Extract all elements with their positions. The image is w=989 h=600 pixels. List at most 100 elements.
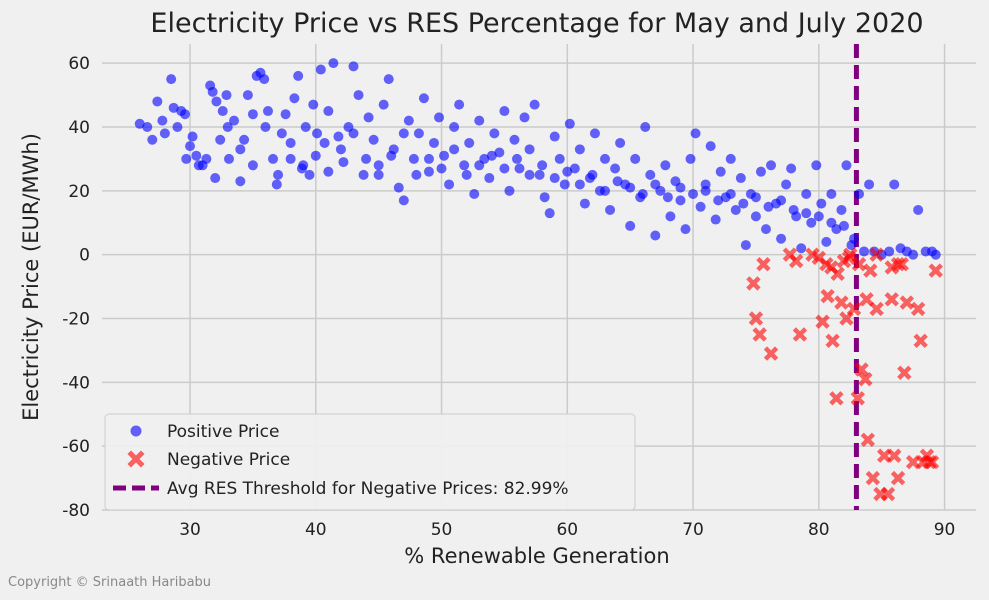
negative-price-point	[820, 288, 835, 304]
positive-price-point	[788, 204, 799, 215]
legend-box	[104, 413, 636, 511]
negative-price-point	[763, 346, 779, 361]
x-tick-label: 90	[934, 520, 956, 540]
positive-price-point	[559, 179, 570, 190]
positive-price-point	[690, 128, 701, 139]
positive-price-point	[333, 131, 344, 142]
positive-price-point	[268, 153, 279, 164]
negative-price-points	[746, 247, 943, 502]
positive-price-point	[271, 179, 282, 190]
negative-price-point	[924, 454, 940, 470]
positive-price-point	[335, 144, 346, 155]
positive-price-point	[157, 115, 168, 126]
positive-price-point	[444, 179, 455, 190]
positive-price-point	[786, 163, 797, 174]
positive-price-point	[328, 58, 339, 69]
negative-price-point	[746, 276, 761, 291]
negative-price-point	[859, 292, 874, 307]
y-tick-label: 40	[68, 118, 90, 138]
positive-price-point	[262, 106, 273, 117]
positive-price-point	[534, 169, 545, 180]
negative-price-point	[913, 333, 928, 349]
positive-price-point	[680, 224, 691, 235]
positive-price-point	[781, 179, 792, 190]
positive-price-point	[338, 157, 349, 168]
positive-price-point	[750, 192, 761, 203]
positive-price-point	[569, 163, 580, 174]
positive-price-point	[650, 179, 661, 190]
positive-price-point	[766, 160, 777, 171]
y-tick-label: -80	[62, 501, 90, 521]
negative-price-point	[887, 448, 902, 463]
negative-price-point	[869, 247, 884, 262]
positive-price-point	[625, 182, 636, 193]
positive-price-point	[293, 70, 304, 81]
x-tick-label: 80	[808, 520, 830, 540]
positive-price-point	[630, 153, 641, 164]
positive-price-point	[610, 163, 621, 174]
positive-price-point	[191, 150, 202, 161]
negative-price-point	[834, 295, 849, 310]
legend-marker-negative	[127, 450, 145, 468]
positive-price-point	[529, 99, 540, 110]
positive-price-point	[239, 134, 250, 145]
positive-price-point	[755, 166, 766, 177]
positive-price-point	[554, 153, 565, 164]
positive-price-point	[411, 169, 422, 180]
negative-price-point	[829, 391, 844, 406]
positive-price-point	[738, 198, 749, 209]
positive-price-point	[499, 106, 510, 117]
positive-price-point	[221, 90, 232, 101]
positive-price-point	[168, 102, 179, 113]
y-tick-label: -20	[62, 309, 90, 329]
positive-price-point	[474, 160, 485, 171]
positive-price-point	[715, 166, 726, 177]
positive-price-point	[859, 246, 870, 257]
y-tick-label: 0	[79, 246, 90, 266]
x-axis-label: % Renewable Generation	[404, 544, 669, 568]
positive-price-point	[280, 109, 291, 120]
positive-price-point	[285, 153, 296, 164]
negative-price-point	[858, 371, 873, 387]
negative-price-point	[846, 301, 862, 317]
positive-price-point	[665, 211, 676, 222]
positive-price-point	[838, 220, 849, 231]
negative-price-point	[851, 257, 867, 272]
negative-price-point	[788, 253, 804, 269]
negative-price-point	[815, 314, 830, 329]
negative-price-point	[890, 257, 906, 272]
positive-price-point	[449, 144, 460, 155]
positive-price-point	[289, 93, 300, 104]
positive-price-point	[474, 115, 485, 126]
positive-price-point	[821, 236, 832, 247]
positive-price-point	[398, 128, 409, 139]
positive-price-point	[260, 121, 271, 132]
positive-price-point	[524, 144, 535, 155]
negative-price-point	[860, 432, 876, 447]
negative-price-point	[752, 327, 767, 342]
positive-price-point	[725, 189, 736, 200]
positive-price-point	[524, 169, 535, 180]
positive-price-point	[373, 169, 384, 180]
positive-price-point	[486, 150, 497, 161]
positive-price-point	[763, 201, 774, 212]
negative-price-point	[869, 301, 884, 317]
positive-price-point	[235, 144, 246, 155]
positive-price-point	[185, 141, 196, 152]
positive-price-point	[147, 134, 158, 145]
positive-price-point	[461, 169, 472, 180]
positive-price-point	[725, 153, 736, 164]
negative-price-point	[928, 263, 943, 278]
positive-price-point	[304, 169, 315, 180]
positive-price-point	[499, 163, 510, 174]
negative-price-point	[877, 448, 892, 463]
negative-price-point	[905, 454, 921, 470]
positive-price-point	[640, 121, 651, 132]
y-tick-label: 60	[68, 54, 90, 74]
positive-price-point	[308, 99, 319, 110]
positive-price-point	[319, 137, 330, 148]
negative-price-point	[825, 333, 840, 349]
negative-price-point	[897, 365, 912, 380]
positive-price-point	[574, 179, 585, 190]
positive-price-point	[229, 115, 240, 126]
